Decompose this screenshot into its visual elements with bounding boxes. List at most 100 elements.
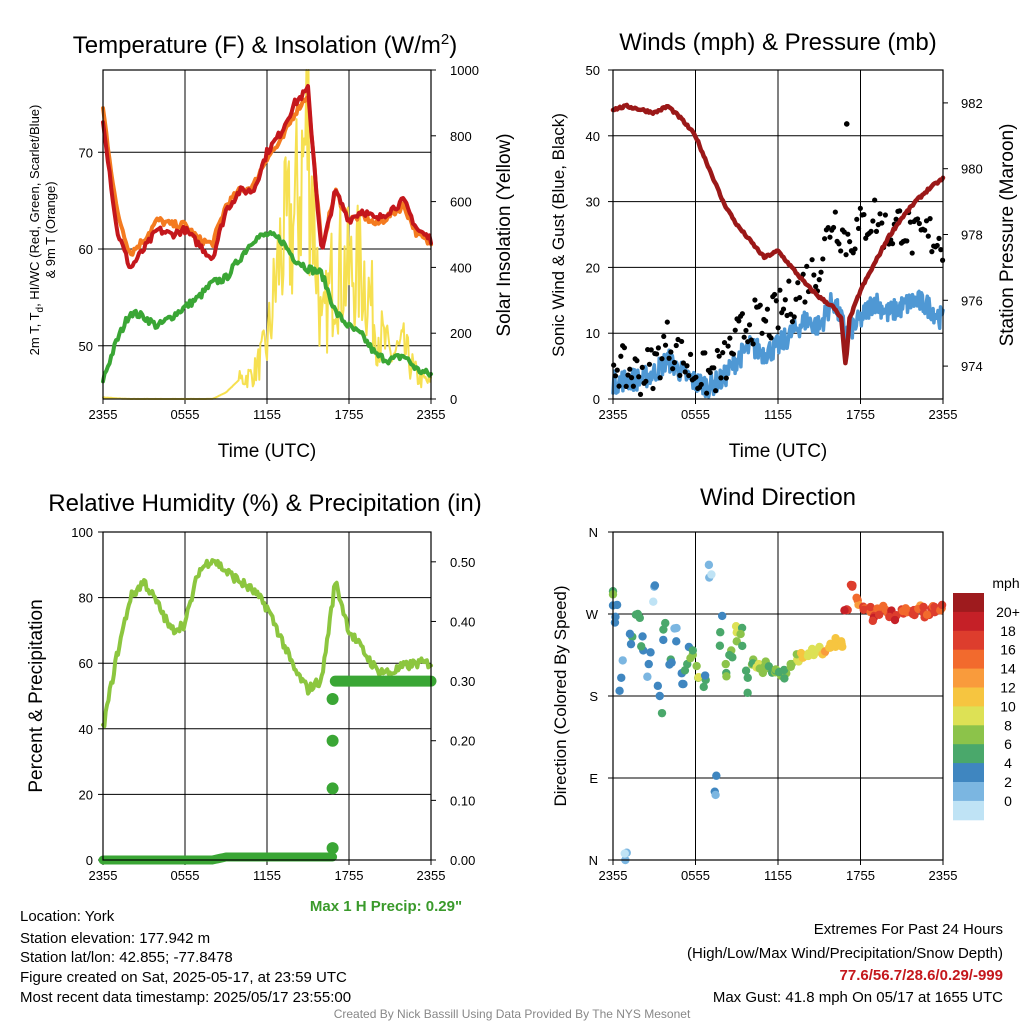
precip-ytick-label: 0.50 xyxy=(450,555,475,570)
temperature-title: Temperature (F) & Insolation (W/m2) xyxy=(73,31,457,59)
wind-direction-point xyxy=(692,661,701,671)
gust-point xyxy=(795,280,801,286)
dewpoint-line xyxy=(101,230,433,384)
gust-point xyxy=(791,314,797,320)
wind-direction-point xyxy=(874,610,884,620)
colorbar-label: 10 xyxy=(1000,698,1016,714)
wind-direction-point xyxy=(653,681,663,691)
wind-direction-point xyxy=(848,581,857,590)
gust-point xyxy=(818,269,824,275)
gust-point xyxy=(830,224,837,231)
wind-direction-point xyxy=(700,671,710,680)
extremes-values: 77.6/56.7/28.6/0.29/-999 xyxy=(840,967,1003,984)
precip-ytick-label: 0.00 xyxy=(450,853,475,868)
winds-xlabel: Time (UTC) xyxy=(729,441,828,462)
gust-point xyxy=(857,205,863,211)
gust-point xyxy=(650,385,656,392)
rh-xtick-label: 2355 xyxy=(417,868,446,883)
gust-point xyxy=(768,335,774,341)
wind-direction-point xyxy=(786,662,795,672)
gust-point xyxy=(679,338,685,345)
wind-border xyxy=(612,69,944,400)
wind-direction-point xyxy=(852,593,861,602)
extremes-description: (High/Low/Max Wind/Precipitation/Snow De… xyxy=(687,945,1003,962)
temp-ytick-label: 70 xyxy=(79,145,93,160)
gust-point xyxy=(763,318,769,324)
colorbar-label: 14 xyxy=(1000,661,1016,677)
rh-ytick-label: 80 xyxy=(79,591,93,606)
direction-ylabel-left: Direction (Colored By Speed) xyxy=(551,585,570,806)
gust-point xyxy=(809,257,815,263)
wind-xtick-label: 1155 xyxy=(764,407,792,422)
gust-point xyxy=(741,334,747,340)
gust-point xyxy=(936,235,942,241)
dir-xtick-label: 1155 xyxy=(764,868,792,883)
gust-point xyxy=(637,391,644,397)
colorbar-swatch xyxy=(953,725,984,745)
gust-point xyxy=(616,383,622,389)
gust-point xyxy=(771,291,778,298)
wind-direction-point xyxy=(736,629,745,639)
gust-point xyxy=(879,220,885,226)
gust-point xyxy=(816,277,822,283)
dir-xtick-label: 2355 xyxy=(599,868,628,883)
gust-point xyxy=(748,337,754,343)
temperature-ylabel-right: Solar Insolation (Yellow) xyxy=(494,133,515,336)
wind-xtick-label: 1755 xyxy=(846,407,875,422)
gust-point xyxy=(786,278,792,284)
wind-direction-point xyxy=(922,610,932,619)
gust-point xyxy=(855,225,862,232)
wind-direction-point xyxy=(686,653,695,663)
insolation-ytick-label: 600 xyxy=(450,195,472,210)
colorbar-swatch xyxy=(953,649,984,670)
max-gust-text: Max Gust: 41.8 mph On 05/17 at 1655 UTC xyxy=(713,989,1003,1006)
gust-point xyxy=(655,345,661,351)
dir-xtick-label: 2355 xyxy=(929,868,958,883)
winds-plot-area: 0 10 20 30 40 50 974 976 978 980 982 2355 0555 1155 17… xyxy=(586,63,983,422)
station-latlon: Station lat/lon: 42.855; -77.8478 xyxy=(20,949,233,966)
gust-point xyxy=(868,228,874,234)
gust-point xyxy=(611,362,617,368)
wind-direction-point xyxy=(650,581,660,590)
wind-ytick-label: 20 xyxy=(586,260,600,275)
wind-direction-point xyxy=(680,666,690,675)
temperature-panel: Temperature (F) & Insolation (W/m2) 2m T… xyxy=(27,31,515,462)
footer: Location: York Station elevation: 177.94… xyxy=(20,908,1003,1021)
gust-point xyxy=(682,369,688,375)
gust-point xyxy=(721,339,728,346)
gust-point xyxy=(670,366,676,372)
gust-point xyxy=(882,212,888,218)
dir-xtick-label: 1755 xyxy=(846,868,875,883)
temp-xtick-label: 2355 xyxy=(89,407,118,422)
gust-point xyxy=(897,208,903,214)
station-location: Location: York xyxy=(20,908,115,925)
insolation-ytick-label: 800 xyxy=(450,129,472,144)
gust-point xyxy=(634,358,640,364)
gust-point xyxy=(659,356,665,362)
gust-point xyxy=(664,319,670,325)
pressure-ytick-label: 978 xyxy=(961,228,983,243)
temp-xtick-label: 1155 xyxy=(253,407,281,422)
precip-point xyxy=(326,734,339,747)
dir-ytick-label: E xyxy=(589,771,598,786)
gust-point xyxy=(614,367,620,373)
gust-point xyxy=(811,272,817,278)
gust-point xyxy=(723,375,729,381)
gust-point xyxy=(938,247,944,253)
winds-panel: Winds (mph) & Pressure (mb) Sonic Wind &… xyxy=(549,29,1018,462)
wind-direction-point xyxy=(711,790,720,800)
wind-direction-point xyxy=(661,618,670,628)
winds-ylabel-right: Station Pressure (Maroon) xyxy=(997,124,1018,347)
gust-point xyxy=(657,375,663,381)
humidity-plot-area: 0 20 40 60 80 100 0.00 0.10 0.20 0.30 0.40 0.50 2355… xyxy=(71,525,475,883)
wind-direction-point xyxy=(704,560,714,570)
colorbar-swatch xyxy=(953,687,984,707)
speed-colorbar: mph 20+ 18 16 14 12 10 8 6 4 2 0 xyxy=(953,575,1020,821)
precip-ytick-label: 0.10 xyxy=(450,793,475,808)
figure-created: Figure created on Sat, 2025-05-17, at 23… xyxy=(20,969,347,986)
wind-direction-point xyxy=(670,624,679,633)
gust-point xyxy=(925,233,931,239)
gust-point xyxy=(630,383,636,389)
gust-point xyxy=(743,327,749,334)
recent-timestamp: Most recent data timestamp: 2025/05/17 2… xyxy=(20,989,351,1006)
